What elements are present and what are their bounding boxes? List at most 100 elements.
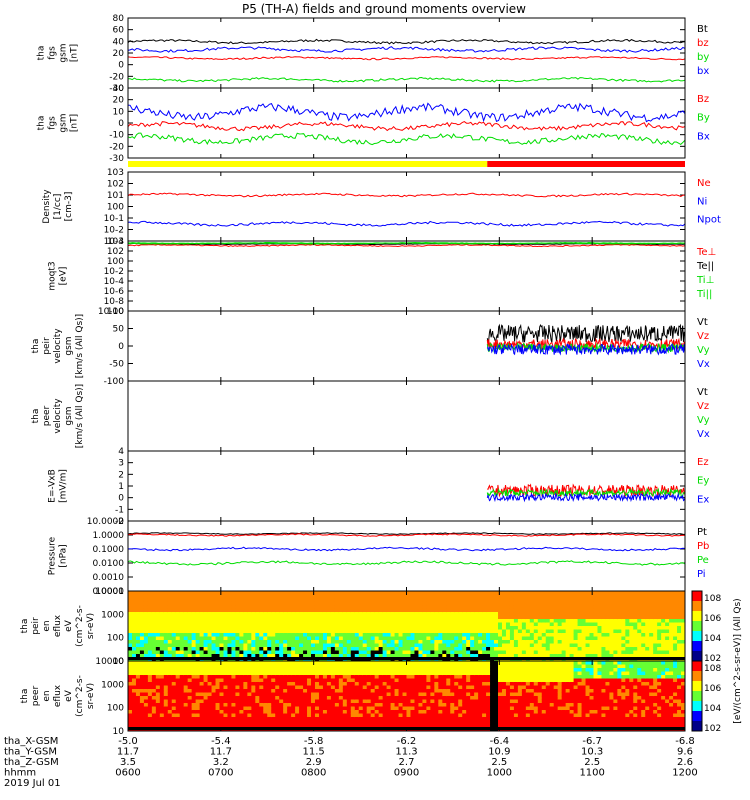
heatmap-cell	[370, 612, 376, 616]
heatmap-cell	[195, 594, 201, 599]
heatmap-cell	[171, 598, 177, 602]
heatmap-cell	[577, 608, 583, 613]
heatmap-cell	[569, 636, 575, 641]
mode-bar-fast	[487, 161, 685, 167]
heatmap-cell	[231, 619, 236, 623]
heatmap-cell	[573, 643, 579, 648]
heatmap-cell	[326, 612, 332, 616]
heatmap-cell	[267, 724, 272, 728]
heatmap-cell	[422, 629, 427, 634]
heatmap-cell	[637, 636, 642, 641]
heatmap-cell	[633, 643, 638, 648]
heatmap-cell	[163, 706, 169, 711]
heatmap-cell	[458, 615, 463, 620]
heatmap-cell	[565, 629, 571, 634]
heatmap-cell	[438, 664, 443, 669]
heatmap-cell	[326, 594, 332, 599]
heatmap-cell	[231, 605, 236, 609]
heatmap-cell	[629, 591, 634, 595]
heatmap-cell	[589, 612, 594, 616]
heatmap-cell	[597, 605, 602, 609]
heatmap-cell	[215, 678, 221, 683]
heatmap-cell	[641, 626, 646, 630]
legend-entry-Bx: Bx	[697, 131, 710, 142]
heatmap-cell	[295, 619, 300, 623]
heatmap-cell	[342, 685, 348, 690]
heatmap-cell	[482, 654, 487, 658]
heatmap-cell	[374, 605, 380, 609]
heatmap-cell	[426, 661, 431, 665]
heatmap-cell	[191, 636, 197, 641]
legend-entry-Ey: Ey	[697, 476, 709, 487]
heatmap-cell	[573, 650, 579, 655]
heatmap-cell	[597, 619, 602, 623]
heatmap-cell	[362, 689, 368, 693]
heatmap-cell	[653, 608, 658, 613]
heatmap-cell	[303, 661, 308, 665]
heatmap-cell	[474, 629, 479, 634]
heatmap-cell	[390, 720, 396, 725]
heatmap-cell	[406, 643, 411, 648]
heatmap-cell	[573, 636, 579, 641]
heatmap-cell	[247, 650, 252, 655]
heatmap-cell	[498, 633, 503, 637]
heatmap-cell	[287, 650, 292, 655]
heatmap-cell	[370, 682, 376, 686]
heatmap-cell	[434, 615, 439, 620]
heatmap-cell	[434, 685, 439, 690]
heatmap-cell	[231, 598, 236, 602]
heatmap-cell	[474, 717, 479, 721]
heatmap-cell	[398, 647, 404, 651]
heatmap-cell	[637, 622, 642, 627]
heatmap-cell	[545, 598, 551, 602]
heatmap-cell	[653, 654, 658, 658]
heatmap-cell	[255, 689, 260, 693]
heatmap-cell	[462, 675, 467, 679]
heatmap-cell	[259, 710, 264, 714]
heatmap-cell	[414, 720, 419, 725]
heatmap-cell	[501, 594, 507, 599]
heatmap-cell	[318, 622, 324, 627]
heatmap-cell	[430, 594, 435, 599]
heatmap-cell	[211, 710, 217, 714]
heatmap-cell	[362, 654, 368, 658]
heatmap-cell	[318, 615, 324, 620]
heatmap-cell	[179, 605, 185, 609]
heatmap-cell	[191, 710, 197, 714]
heatmap-cell	[513, 619, 519, 623]
heatmap-cell	[271, 636, 276, 641]
heatmap-cell	[438, 601, 443, 606]
heatmap-cell	[438, 622, 443, 627]
heatmap-cell	[402, 643, 407, 648]
heatmap-cell	[370, 615, 376, 620]
heatmap-cell	[203, 668, 209, 672]
heatmap-cell	[386, 717, 392, 721]
heatmap-cell	[394, 643, 400, 648]
heatmap-cell	[370, 671, 376, 676]
heatmap-cell	[478, 713, 483, 718]
heatmap-cell	[394, 696, 400, 700]
heatmap-cell	[629, 612, 634, 616]
heatmap-cell	[195, 699, 201, 704]
heatmap-cell	[318, 696, 324, 700]
heatmap-cell	[235, 675, 240, 679]
heatmap-cell	[537, 601, 543, 606]
heatmap-cell	[406, 636, 411, 641]
heatmap-cell	[175, 615, 181, 620]
heatmap-cell	[346, 724, 352, 728]
heatmap-cell	[147, 608, 153, 613]
heatmap-cell	[299, 668, 304, 672]
heatmap-cell	[195, 689, 201, 693]
heatmap-cell	[410, 629, 415, 634]
heatmap-cell	[474, 633, 479, 637]
heatmap-cell	[561, 633, 567, 637]
heatmap-cell	[314, 699, 320, 704]
heatmap-cell	[410, 598, 415, 602]
heatmap-cell	[410, 710, 415, 714]
heatmap-cell	[470, 650, 475, 655]
heatmap-cell	[307, 724, 312, 728]
heatmap-cell	[151, 633, 157, 637]
heatmap-cell	[434, 668, 439, 672]
heatmap-cell	[454, 640, 459, 644]
heatmap-cell	[545, 622, 551, 627]
